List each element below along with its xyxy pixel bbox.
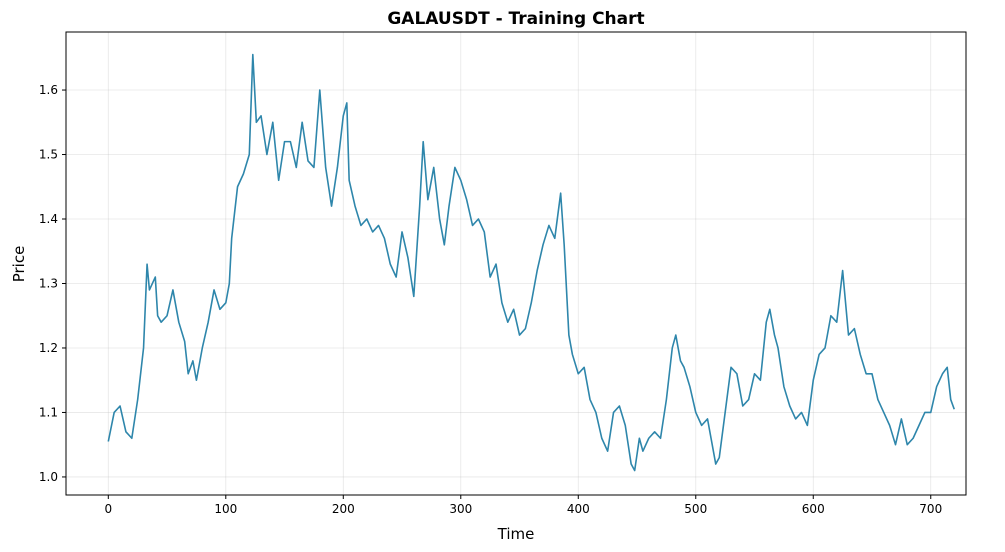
x-tick-label: 500 [684, 502, 707, 516]
x-tick-label: 700 [919, 502, 942, 516]
x-tick-label: 400 [567, 502, 590, 516]
y-tick-label: 1.2 [39, 341, 58, 355]
x-tick-label: 200 [332, 502, 355, 516]
x-axis-label: Time [497, 525, 535, 543]
price-line [107, 53, 956, 472]
x-tick-label: 100 [214, 502, 237, 516]
y-tick-label: 1.4 [39, 212, 58, 226]
chart-title: GALAUSDT - Training Chart [387, 9, 644, 29]
y-tick-label: 1.1 [39, 405, 58, 419]
plot-frame [65, 31, 967, 496]
x-tick-label: 0 [104, 502, 112, 516]
y-tick-label: 1.5 [39, 148, 58, 162]
x-tick-label: 300 [449, 502, 472, 516]
y-tick-label: 1.0 [39, 470, 58, 484]
y-axis-label: Price [10, 246, 28, 283]
x-tick-label: 600 [802, 502, 825, 516]
y-tick-label: 1.6 [39, 83, 58, 97]
y-tick-label: 1.3 [39, 276, 58, 290]
